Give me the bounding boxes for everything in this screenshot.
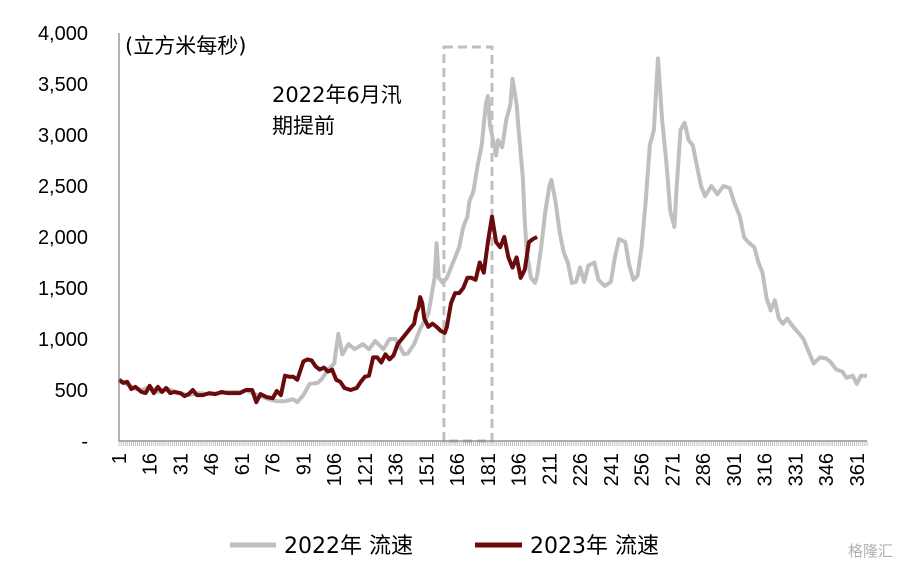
y-tick-label: 3,500 [38,74,88,96]
x-tick-label: 136 [386,453,408,486]
x-tick-label: 256 [632,453,654,486]
x-tick-label: 241 [601,453,623,486]
x-tick-label: 106 [324,453,346,486]
x-tick-label: 346 [816,453,838,486]
y-tick-label: 500 [55,380,88,402]
y-tick-label: 1,000 [38,329,88,351]
y-tick-label: 1,500 [38,278,88,300]
x-tick-label: 46 [201,453,223,475]
series-line-2022 [118,56,867,405]
x-tick-label: 121 [355,453,377,486]
x-tick-label: 331 [785,453,807,486]
x-tick-label: 361 [847,453,869,486]
unit-label: (立方米每秒) [125,34,246,58]
legend-label-2023: 2023年 流速 [530,534,659,559]
x-tick-label: 1 [109,453,131,464]
x-tick-label: 61 [232,453,254,475]
watermark: 格隆汇 [848,542,893,560]
x-tick-label: 196 [509,453,531,486]
y-tick-label: 2,500 [38,176,88,198]
x-tick-label: 31 [170,453,192,475]
x-tick-label: 316 [755,453,777,486]
x-tick-label: 16 [140,453,162,475]
annotation-line-2: 期提前 [272,114,335,138]
x-tick-label: 76 [263,453,285,475]
series-line-2023 [117,214,538,405]
annotation-line-1: 2022年6月汛 [272,83,402,107]
x-tick-label: 91 [293,453,315,475]
y-tick-label: 2,000 [38,227,88,249]
x-tick-label: 211 [539,453,561,485]
x-tick-label: 151 [416,453,438,486]
x-tick-label: 301 [724,453,746,486]
y-tick-label: 4,000 [38,23,88,45]
legend: 2022年 流速 2023年 流速 [230,534,659,559]
x-tick-label: 286 [693,453,715,486]
x-tick-label: 181 [478,453,500,486]
y-tick-label: - [81,431,88,453]
x-tick-label: 271 [662,453,684,486]
y-tick-label: 3,000 [38,125,88,147]
x-tick-label: 166 [447,453,469,486]
x-tick-label: 226 [570,453,592,486]
legend-label-2022: 2022年 流速 [284,534,413,559]
